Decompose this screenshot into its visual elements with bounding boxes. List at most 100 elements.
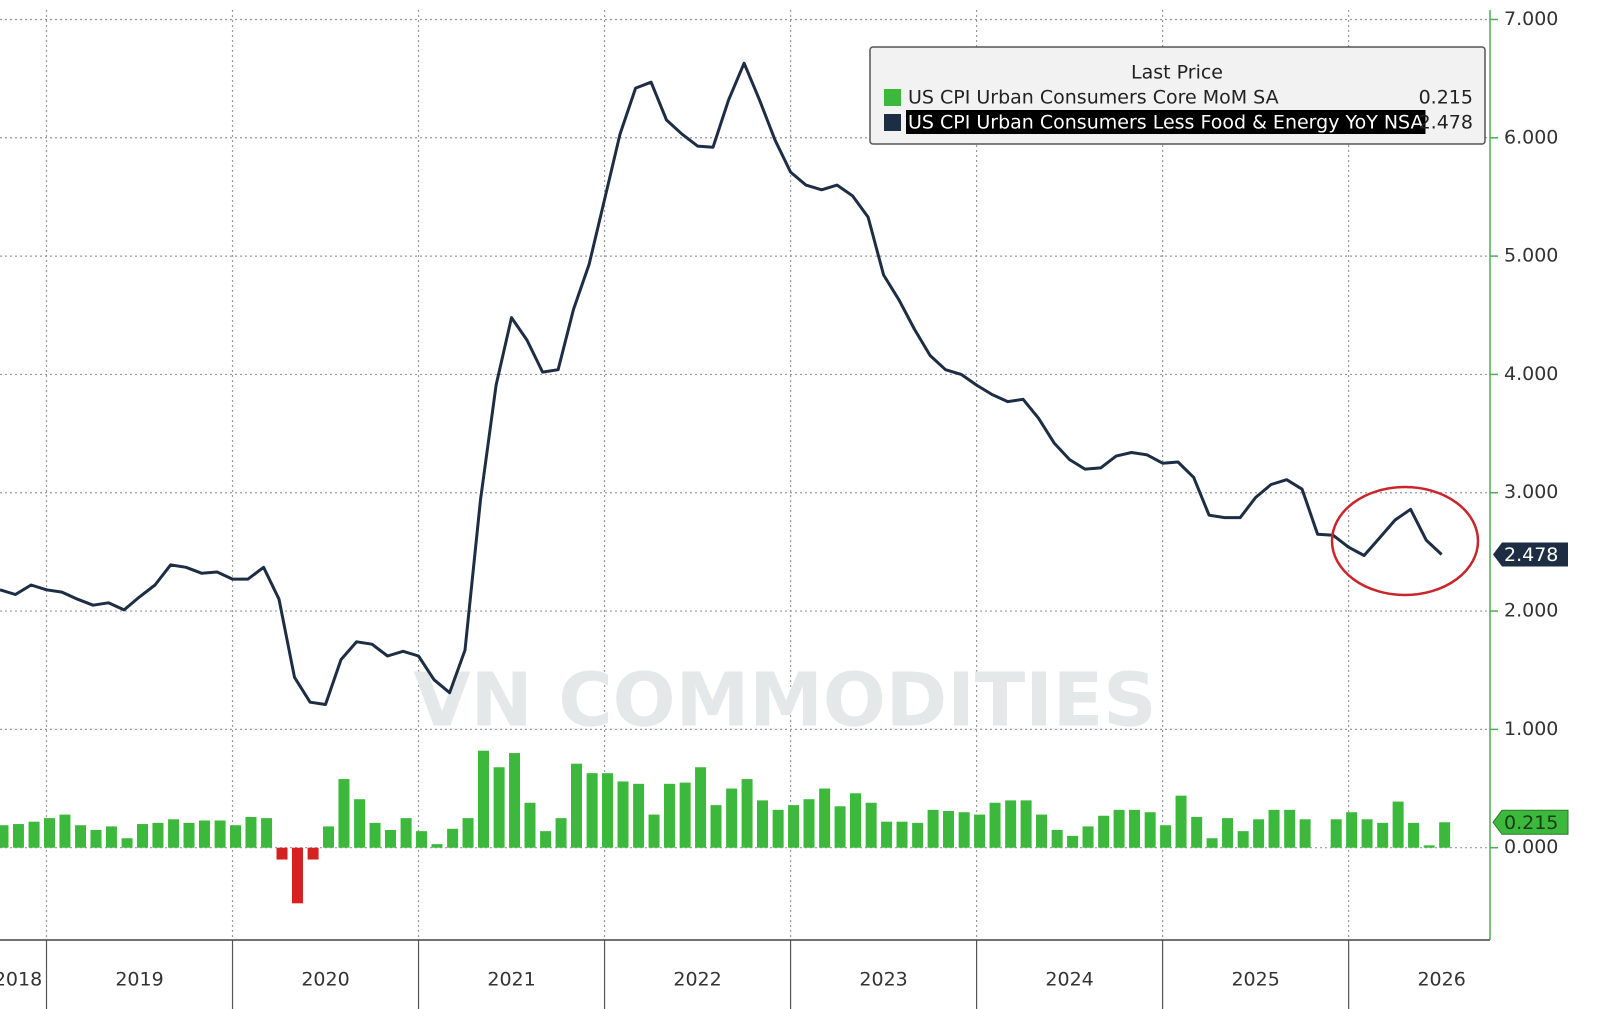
bar [958,812,970,848]
bar [369,822,381,848]
bar [477,750,489,848]
bar [307,847,319,860]
bar [757,800,769,848]
bar [1098,815,1110,848]
bar [943,811,955,848]
bar [121,838,133,848]
bar [1036,814,1048,848]
bar [1144,812,1156,848]
bar [1067,835,1079,848]
x-tick-label: 2025 [1231,969,1279,991]
bar [803,799,815,848]
legend-value: 0.215 [1419,87,1473,109]
bar [198,820,210,848]
bar [648,814,660,848]
bar [586,773,598,848]
bar [1237,831,1249,848]
legend-swatch [884,114,901,131]
x-tick-label: 2026 [1417,969,1465,991]
bar [1222,818,1234,848]
bar [44,818,56,848]
bar [59,814,71,848]
bar [834,806,846,848]
bar [12,824,24,848]
bar [1408,822,1420,848]
bar [570,763,582,848]
bar [384,829,396,848]
legend: Last Price US CPI Urban Consumers Core M… [869,46,1486,145]
bar [1129,809,1141,848]
y-tick-label: 4.000 [1504,363,1558,385]
bar [819,788,831,848]
bar [168,819,180,848]
bar [291,847,303,904]
bar [788,805,800,848]
x-tick-label: 2024 [1045,969,1093,991]
bar [1253,819,1265,848]
bar [617,781,629,848]
x-tick-label: 2019 [115,969,163,991]
bar [772,809,784,848]
axes: 0.000 1.000 2.000 3.000 4.000 5.000 6.000 7.000… [0,8,1569,1009]
bar [509,753,521,848]
bar [896,821,908,848]
bar [105,826,117,848]
bar [679,782,691,848]
value-badge [1493,542,1568,567]
value-badge-label: 0.215 [1504,812,1558,834]
x-tick-label: 2022 [673,969,721,991]
bar [989,802,1001,848]
bar [633,783,645,848]
bar [664,783,676,848]
bar [1160,825,1172,848]
bar [524,802,536,848]
legend-swatch [884,89,901,106]
bar [1005,800,1017,848]
y-tick-label: 6.000 [1504,126,1558,148]
bar [152,822,164,848]
bar [1423,845,1435,848]
bar [1377,822,1389,848]
legend-highlight [906,110,1426,134]
watermark: VN COMMODITIES [413,658,1156,744]
bar [974,814,986,848]
bar [881,821,893,848]
y-tick-label: 2.000 [1504,600,1558,622]
bar [741,779,753,848]
x-tick-label: 2021 [487,969,535,991]
bar [1020,800,1032,848]
bar [1330,819,1342,848]
bar [230,825,242,848]
bar [1082,826,1094,848]
bar [400,818,412,848]
bar [462,818,474,848]
highlight-circle [1330,485,1480,597]
bar [431,844,443,848]
bar [1051,829,1063,848]
bar [183,822,195,848]
bar [245,816,257,848]
bar [912,822,924,848]
bar [493,767,505,848]
bar [261,818,273,848]
bar [354,799,366,848]
bar [416,831,428,848]
bar [75,825,87,848]
line [0,61,1443,706]
value-badge [1492,809,1569,835]
bar [602,773,614,848]
bar [0,825,9,848]
value-badge-label: 2.478 [1504,544,1558,566]
bar [1206,838,1218,848]
y-tick-label: 7.000 [1504,8,1558,30]
bar [1346,812,1358,848]
bar [276,847,288,860]
bar [1191,816,1203,848]
y-tick-label: 5.000 [1504,245,1558,267]
legend-value: 2.478 [1419,112,1473,134]
bar [1392,801,1404,848]
bar [1361,819,1373,848]
bar [726,788,738,848]
